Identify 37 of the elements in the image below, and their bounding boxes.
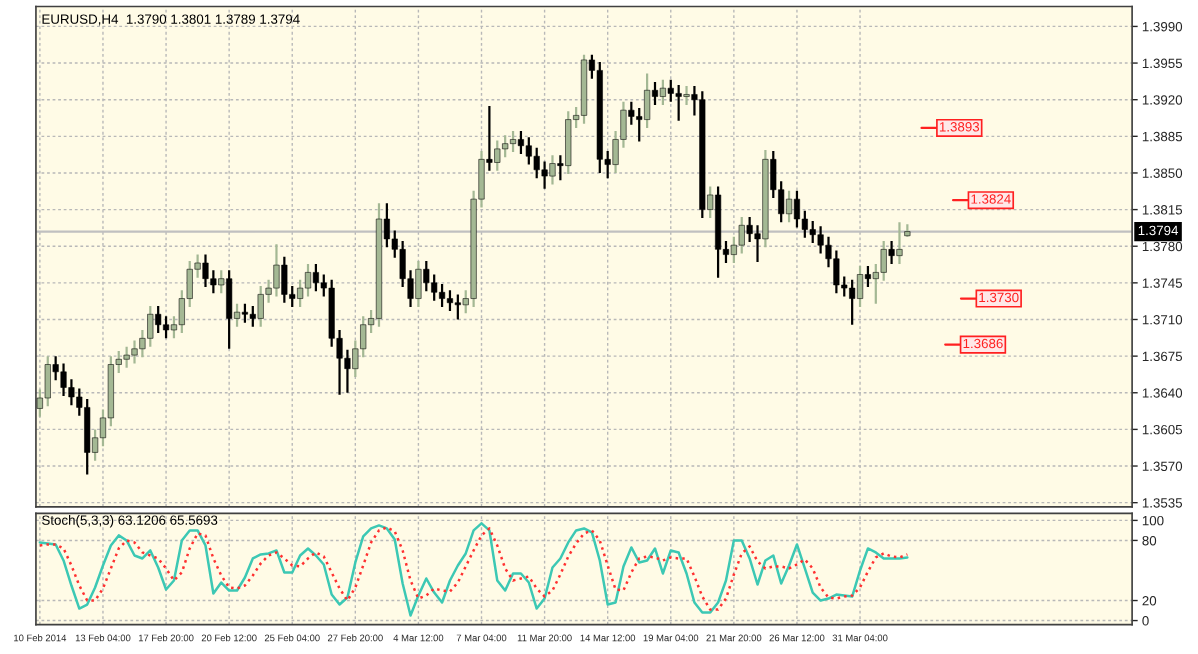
- candlestick: [273, 243, 280, 298]
- candlestick: [454, 293, 461, 321]
- candlestick: [60, 362, 67, 398]
- candlestick: [896, 221, 903, 266]
- candlestick: [525, 136, 532, 166]
- candlestick: [123, 345, 130, 369]
- candlestick: [312, 262, 319, 293]
- candlestick: [849, 278, 856, 326]
- candlestick: [281, 255, 288, 304]
- candlestick: [857, 265, 864, 309]
- candlestick: [163, 315, 170, 340]
- candlestick: [644, 72, 651, 130]
- candlestick: [675, 83, 682, 122]
- candlestick: [202, 253, 209, 289]
- candlestick: [257, 284, 264, 328]
- candlestick: [888, 239, 895, 266]
- candlestick: [667, 78, 674, 103]
- candlestick: [683, 84, 690, 107]
- candlestick: [155, 304, 162, 335]
- candlestick: [565, 110, 572, 176]
- candlestick: [446, 289, 453, 313]
- candlestick: [431, 273, 438, 302]
- candlestick: [549, 154, 556, 186]
- candlestick: [241, 302, 248, 324]
- candlestick: [226, 269, 233, 350]
- candlestick: [439, 282, 446, 309]
- candlestick: [415, 259, 422, 309]
- candlestick: [502, 134, 509, 159]
- candlestick: [793, 189, 800, 229]
- candlestick: [786, 189, 793, 224]
- candlestick: [738, 215, 745, 255]
- candlestick: [659, 78, 666, 107]
- candlestick: [510, 129, 517, 154]
- candlestick: [84, 397, 91, 476]
- candlestick: [304, 262, 312, 298]
- candlestick: [517, 129, 524, 156]
- candlestick: [423, 259, 430, 293]
